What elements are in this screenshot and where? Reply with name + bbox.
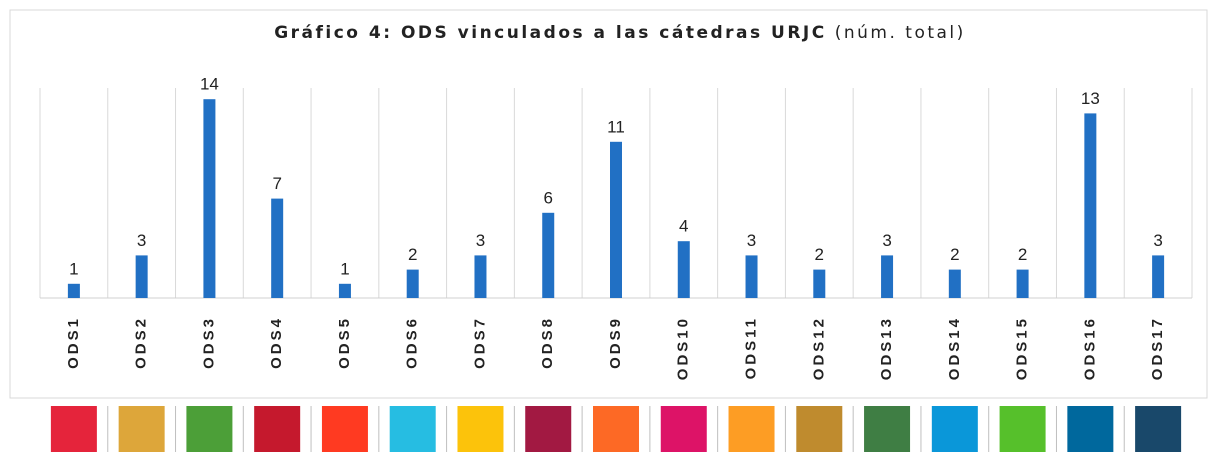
- data-label: 14: [200, 75, 219, 94]
- sdg-icon: [457, 406, 504, 452]
- bar: [948, 269, 961, 298]
- x-tick-label: ODS9: [607, 316, 624, 369]
- bar: [1152, 255, 1165, 298]
- x-tick-label: ODS4: [268, 316, 285, 369]
- bar: [1084, 113, 1097, 299]
- x-tick-label: ODS6: [404, 316, 421, 369]
- data-label: 4: [679, 217, 688, 236]
- title-suffix: (núm. total): [835, 23, 966, 43]
- data-label: 3: [747, 231, 756, 250]
- x-tick-label: ODS7: [471, 316, 488, 369]
- x-tick-label: ODS17: [1149, 316, 1166, 380]
- x-tick-label: ODS5: [336, 316, 353, 369]
- sdg-icon: [321, 406, 368, 452]
- data-label: 2: [950, 245, 959, 264]
- bar: [745, 255, 758, 298]
- x-tick-label: ODS3: [200, 316, 217, 369]
- bar: [542, 212, 555, 298]
- data-label: 3: [882, 231, 891, 250]
- sdg-icon: [118, 406, 165, 452]
- sdg-icon: [50, 406, 97, 452]
- sdg-icon: [931, 406, 978, 452]
- data-label: 3: [476, 231, 485, 250]
- x-tick-label: ODS13: [878, 316, 895, 380]
- data-label: 3: [137, 231, 146, 250]
- data-label: 1: [340, 259, 349, 278]
- bar: [338, 283, 351, 298]
- x-tick-label: ODS14: [946, 316, 963, 380]
- bar: [67, 283, 80, 298]
- data-label: 13: [1081, 89, 1100, 108]
- x-tick-label: ODS11: [742, 316, 759, 379]
- sdg-icon: [728, 406, 775, 452]
- x-tick-label: ODS16: [1081, 316, 1098, 380]
- bar: [813, 269, 826, 298]
- data-label: 2: [815, 245, 824, 264]
- bar: [881, 255, 894, 298]
- data-label: 11: [607, 117, 625, 136]
- sdg-icon: [593, 406, 639, 452]
- x-tick-label: ODS10: [675, 316, 692, 380]
- title-main: Gráfico 4: ODS vinculados a las cátedras…: [274, 23, 827, 43]
- bar: [1016, 269, 1029, 298]
- bar: [271, 198, 284, 298]
- bar: [677, 241, 690, 298]
- sdg-icon: [660, 406, 707, 452]
- sdg-icon: [1067, 406, 1114, 452]
- bar: [610, 141, 622, 298]
- sdg-icon: [999, 406, 1046, 452]
- data-label: 2: [408, 245, 417, 264]
- x-tick-label: ODS8: [539, 316, 556, 369]
- data-label: 3: [1153, 231, 1162, 250]
- sdg-icon: [1135, 406, 1182, 452]
- sdg-icon: [864, 406, 911, 452]
- x-tick-label: ODS15: [1014, 316, 1031, 380]
- sdg-icon: [525, 406, 572, 452]
- sdg-icon: [389, 406, 436, 452]
- data-label: 7: [272, 174, 281, 193]
- data-label: 6: [544, 188, 553, 207]
- bar: [474, 255, 487, 298]
- sdg-icon: [796, 406, 843, 452]
- sdg-icon: [186, 406, 233, 452]
- x-tick-label: ODS2: [133, 316, 150, 369]
- x-tick-label: ODS12: [810, 316, 827, 380]
- data-label: 1: [69, 259, 78, 278]
- data-label: 2: [1018, 245, 1027, 264]
- chart-title: Gráfico 4: ODS vinculados a las cátedras…: [274, 23, 966, 43]
- bar: [135, 255, 148, 298]
- x-tick-label: ODS1: [65, 316, 82, 369]
- sdg-icon: [254, 406, 301, 452]
- bar: [203, 99, 216, 298]
- bar: [406, 269, 419, 298]
